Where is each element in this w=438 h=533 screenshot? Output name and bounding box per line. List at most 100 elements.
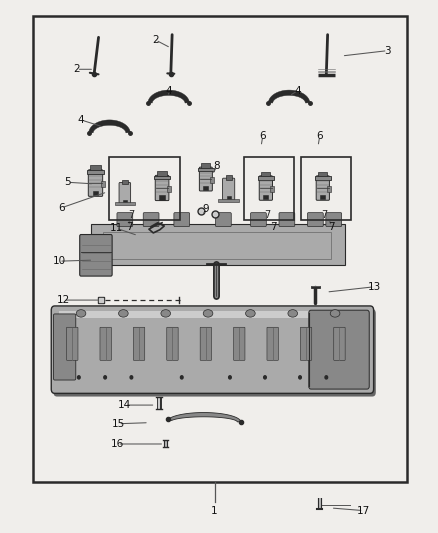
Bar [327,187,332,192]
Bar [258,176,274,180]
FancyBboxPatch shape [259,176,272,200]
FancyBboxPatch shape [309,310,369,389]
Text: 14: 14 [118,400,131,410]
Text: 7: 7 [128,211,134,220]
Text: 1: 1 [211,506,218,515]
Text: 16: 16 [111,439,124,449]
Bar [318,172,327,176]
Polygon shape [168,413,241,422]
Bar [218,199,239,202]
Text: 9: 9 [202,205,209,214]
FancyBboxPatch shape [80,235,112,276]
Circle shape [130,376,133,379]
FancyBboxPatch shape [251,213,266,227]
Bar [210,177,214,183]
Text: 17: 17 [357,506,370,515]
FancyBboxPatch shape [51,306,374,393]
Ellipse shape [119,310,128,317]
Polygon shape [89,120,130,133]
Bar [226,196,231,199]
FancyBboxPatch shape [300,327,312,360]
FancyBboxPatch shape [167,327,178,360]
Bar [301,157,351,220]
Text: 7: 7 [126,222,133,231]
Text: 3: 3 [384,46,391,55]
Text: 6: 6 [259,131,266,141]
Text: 4: 4 [165,86,172,95]
FancyBboxPatch shape [233,327,245,360]
FancyBboxPatch shape [279,213,295,227]
Text: 2: 2 [152,35,159,45]
Ellipse shape [203,310,213,317]
Bar [93,191,98,195]
FancyBboxPatch shape [334,327,345,360]
FancyBboxPatch shape [100,327,111,360]
Bar [315,176,331,180]
Text: 11: 11 [110,223,123,233]
Ellipse shape [76,310,86,317]
Text: 7: 7 [328,222,335,231]
Bar [154,176,170,180]
Polygon shape [148,90,189,103]
Bar [122,180,128,184]
Text: 5: 5 [64,177,71,187]
Circle shape [229,376,231,379]
FancyBboxPatch shape [223,178,235,200]
Ellipse shape [288,310,297,317]
Circle shape [180,376,183,379]
Bar [123,199,127,203]
Bar [33,16,407,482]
Bar [201,163,210,167]
FancyBboxPatch shape [307,213,323,227]
FancyBboxPatch shape [326,213,342,227]
Polygon shape [268,90,310,103]
FancyBboxPatch shape [199,167,212,191]
Bar [270,187,275,192]
FancyBboxPatch shape [133,327,145,360]
Bar [320,195,325,199]
Bar [59,311,366,318]
FancyBboxPatch shape [67,327,78,360]
Bar [90,165,101,170]
Text: 7: 7 [264,211,270,220]
Text: 7: 7 [270,222,277,231]
FancyBboxPatch shape [200,327,212,360]
FancyBboxPatch shape [215,213,231,227]
Text: 4: 4 [78,115,85,125]
FancyBboxPatch shape [117,213,133,227]
Text: 2: 2 [73,64,80,74]
Bar [244,157,294,220]
Bar [109,157,180,220]
Bar [157,171,167,176]
Text: 7: 7 [321,211,327,220]
FancyBboxPatch shape [155,175,169,200]
Circle shape [104,376,106,379]
Bar [167,186,171,192]
Ellipse shape [246,310,255,317]
Text: 10: 10 [53,256,66,266]
Bar [198,167,214,171]
Ellipse shape [330,310,340,317]
Bar [226,175,232,180]
Ellipse shape [161,310,170,317]
FancyBboxPatch shape [53,314,76,380]
Bar [115,202,134,205]
Text: 4: 4 [294,86,301,95]
Circle shape [325,376,328,379]
Bar [87,170,104,174]
FancyBboxPatch shape [53,309,376,397]
Text: 12: 12 [57,295,70,305]
Text: 8: 8 [213,161,220,171]
Bar [261,172,270,176]
Text: 13: 13 [368,282,381,292]
FancyBboxPatch shape [91,224,345,265]
Text: 6: 6 [316,131,323,141]
Text: 6: 6 [58,203,65,213]
FancyBboxPatch shape [143,213,159,227]
Bar [103,232,331,259]
Circle shape [78,376,80,379]
FancyBboxPatch shape [88,169,102,196]
Circle shape [264,376,266,379]
FancyBboxPatch shape [267,327,279,360]
Bar [263,195,268,199]
